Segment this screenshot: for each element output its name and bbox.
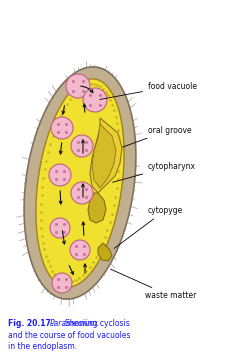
- Text: in the endoplasm.: in the endoplasm.: [8, 342, 77, 351]
- Circle shape: [83, 88, 106, 112]
- Polygon shape: [88, 193, 106, 223]
- Polygon shape: [92, 124, 116, 188]
- Text: cytopharynx: cytopharynx: [112, 161, 195, 182]
- Polygon shape: [90, 118, 122, 193]
- Circle shape: [70, 240, 90, 260]
- Text: Showing cyclosis: Showing cyclosis: [8, 319, 129, 328]
- Polygon shape: [36, 79, 124, 287]
- Circle shape: [52, 273, 72, 293]
- Circle shape: [71, 135, 93, 157]
- Text: food vacuole: food vacuole: [99, 82, 196, 100]
- Text: Paramecium.: Paramecium.: [50, 319, 100, 328]
- Circle shape: [50, 218, 70, 238]
- Text: and the course of food vacuoles: and the course of food vacuoles: [8, 331, 130, 340]
- Polygon shape: [24, 67, 135, 299]
- Text: waste matter: waste matter: [110, 269, 196, 300]
- Circle shape: [51, 117, 73, 139]
- Circle shape: [66, 74, 90, 98]
- Text: oral groove: oral groove: [122, 126, 191, 147]
- Polygon shape: [98, 243, 112, 261]
- Text: Fig. 20.17.: Fig. 20.17.: [8, 319, 56, 328]
- Circle shape: [49, 164, 71, 186]
- Text: cytopyge: cytopyge: [114, 205, 182, 248]
- Circle shape: [71, 182, 93, 204]
